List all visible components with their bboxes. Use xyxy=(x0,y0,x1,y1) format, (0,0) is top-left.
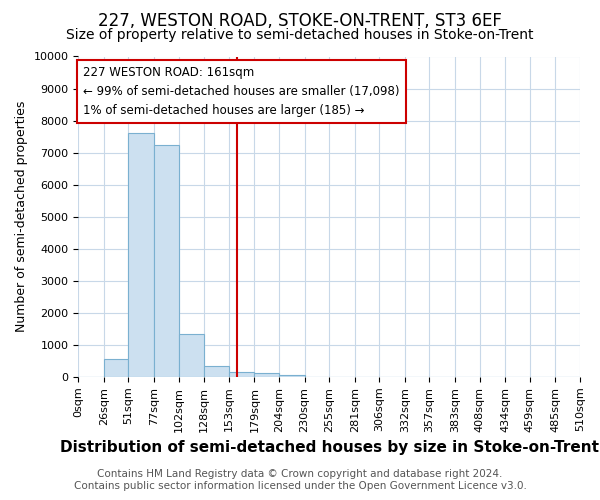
Bar xyxy=(104,359,128,377)
X-axis label: Distribution of semi-detached houses by size in Stoke-on-Trent: Distribution of semi-detached houses by … xyxy=(59,440,599,455)
Text: Size of property relative to semi-detached houses in Stoke-on-Trent: Size of property relative to semi-detach… xyxy=(66,28,534,42)
Bar xyxy=(204,366,229,377)
Bar xyxy=(154,144,179,377)
Bar xyxy=(229,372,254,377)
Text: Contains HM Land Registry data © Crown copyright and database right 2024.
Contai: Contains HM Land Registry data © Crown c… xyxy=(74,470,526,491)
Text: 227 WESTON ROAD: 161sqm
← 99% of semi-detached houses are smaller (17,098)
1% of: 227 WESTON ROAD: 161sqm ← 99% of semi-de… xyxy=(83,66,400,117)
Bar xyxy=(279,374,305,377)
Y-axis label: Number of semi-detached properties: Number of semi-detached properties xyxy=(15,101,28,332)
Bar xyxy=(254,373,279,377)
Bar xyxy=(179,334,204,377)
Bar xyxy=(128,134,154,377)
Text: 227, WESTON ROAD, STOKE-ON-TRENT, ST3 6EF: 227, WESTON ROAD, STOKE-ON-TRENT, ST3 6E… xyxy=(98,12,502,30)
